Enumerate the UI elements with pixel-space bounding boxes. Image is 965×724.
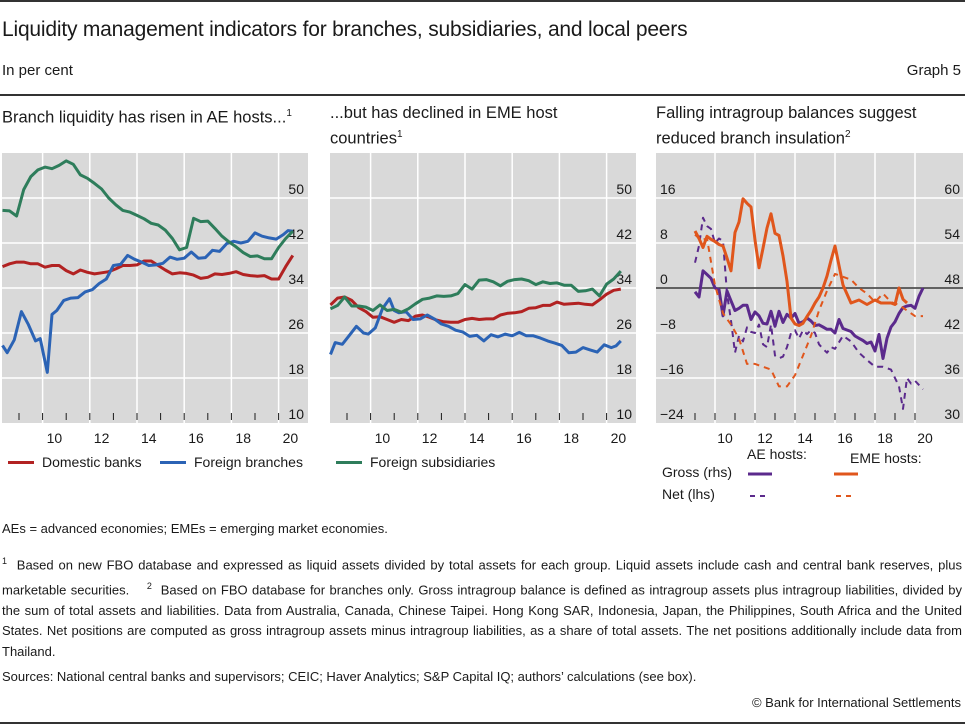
footnote-ref: 1: [396, 129, 403, 140]
x-tick-label: 12: [422, 430, 438, 446]
panel-3-title-text: Falling intragroup balances suggest redu…: [656, 104, 917, 148]
series-line-ae-hosts-gross-rhs: [693, 269, 925, 360]
y-tick-label-left: 0: [660, 271, 668, 287]
y-tick-label-left: −16: [660, 361, 684, 377]
y-tick-label-right: 10: [288, 406, 304, 422]
x-tick-label: 16: [837, 430, 853, 446]
panel-1-title-text: Branch liquidity has risen in AE hosts..…: [2, 108, 287, 127]
y-tick-label-right: 60: [944, 181, 960, 197]
legend-label-domestic: Domestic banks: [42, 454, 142, 470]
legend-panel-3-swatches: [748, 472, 858, 497]
footnote-marker-1: 1: [2, 556, 8, 566]
x-tick-label: 14: [797, 430, 813, 446]
y-tick-label-right: 48: [944, 271, 960, 287]
legend-gross-label: Gross (rhs): [662, 464, 732, 480]
footnote-1: Based on new FBO database and expressed …: [2, 557, 962, 598]
legend-branches: Foreign branches: [160, 454, 303, 470]
y-tick-label-right: 50: [288, 181, 304, 197]
y-tick-label-left: −24: [660, 406, 684, 422]
footnote-ref: 2: [844, 129, 851, 140]
legend-label-subsidiaries: Foreign subsidiaries: [370, 454, 496, 470]
panel-2-title: ...but has declined in EME host countrie…: [330, 103, 630, 150]
sources-note: Sources: National central banks and supe…: [2, 669, 697, 684]
x-tick-label: 20: [283, 430, 299, 446]
series-line-foreign-subsidiaries: [2, 159, 294, 261]
x-tick-label: 20: [611, 430, 627, 446]
x-tick-label: 16: [516, 430, 532, 446]
y-tick-label-left: −8: [660, 316, 676, 332]
copyright: © Bank for International Settlements: [751, 695, 961, 710]
legend-swatch-domestic: [8, 460, 34, 464]
panel-3: 10 12 14 16 18 20 30 36 42 48 54 60 −24 −16 −8 0 8 16: [656, 153, 963, 446]
panel-2: 10 12 14 16 18 20 10 18 26 34 42 50: [329, 153, 636, 446]
y-tick-label-right: 30: [944, 406, 960, 422]
series-line-eme-hosts-gross-rhs: [693, 197, 909, 327]
x-tick-label: 12: [757, 430, 773, 446]
y-tick-label-right: 54: [944, 226, 960, 242]
x-tick-label: 14: [141, 430, 157, 446]
chart-title: Liquidity management indicators for bran…: [2, 18, 688, 41]
series-line-domestic-banks: [1, 254, 295, 281]
header-rule: [0, 94, 965, 96]
y-tick-label-right: 10: [616, 406, 632, 422]
x-tick-label: 12: [94, 430, 110, 446]
footnote-ref: 1: [286, 108, 292, 119]
legend-domestic: Domestic banks: [8, 454, 142, 470]
footnote-marker-2: 2: [146, 580, 152, 591]
x-tick-label: 20: [917, 430, 933, 446]
legend-subsidiaries: Foreign subsidiaries: [336, 454, 495, 470]
footnote-2: Based on FBO database for branches only.…: [2, 582, 962, 659]
legend-ae-hosts-header: AE hosts:: [747, 446, 807, 462]
y-tick-label-right: 36: [944, 361, 960, 377]
series-line-foreign-branches: [329, 297, 622, 355]
panel-2-title-text: ...but has declined in EME host countrie…: [330, 104, 558, 148]
x-tick-label: 14: [469, 430, 485, 446]
bottom-rule: [0, 722, 965, 724]
footnotes: 1 Based on new FBO database and expresse…: [2, 551, 962, 662]
abbreviations-note: AEs = advanced economies; EMEs = emergin…: [2, 521, 388, 536]
legend-swatch-subsidiaries: [336, 460, 362, 464]
x-tick-label: 10: [375, 430, 391, 446]
series-line-eme-hosts-net-lhs: [694, 233, 923, 388]
y-tick-label-right: 18: [616, 361, 632, 377]
legend-swatch-branches: [160, 460, 186, 464]
series-line-foreign-branches: [1, 229, 293, 374]
series-line-foreign-subsidiaries: [329, 270, 622, 314]
x-tick-label: 18: [235, 430, 251, 446]
legend-eme-hosts-header: EME hosts:: [850, 450, 922, 466]
legend-label-branches: Foreign branches: [194, 454, 303, 470]
panel-1-title: Branch liquidity has risen in AE hosts..…: [2, 103, 302, 129]
y-tick-label-right: 42: [616, 226, 632, 242]
graph-number: Graph 5: [906, 62, 961, 79]
x-tick-label: 10: [717, 430, 733, 446]
top-rule: [0, 0, 965, 2]
y-tick-label-left: 8: [660, 226, 668, 242]
y-tick-label-right: 34: [616, 271, 632, 287]
y-tick-label-right: 34: [288, 271, 304, 287]
x-tick-label: 18: [563, 430, 579, 446]
x-tick-label: 18: [877, 430, 893, 446]
x-tick-label: 16: [188, 430, 204, 446]
charts-canvas: 10 12 14 16 18 20 10 18 26 34 42 50 10 12 14 16 18 20 10 18…: [1, 153, 963, 446]
y-tick-label-right: 26: [616, 316, 632, 332]
y-tick-label-left: 16: [660, 181, 676, 197]
y-tick-label-right: 42: [944, 316, 960, 332]
y-tick-label-right: 50: [616, 181, 632, 197]
units-label: In per cent: [2, 62, 73, 79]
y-tick-label-right: 18: [288, 361, 304, 377]
x-tick-label: 10: [47, 430, 63, 446]
y-tick-label-right: 26: [288, 316, 304, 332]
legend-net-label: Net (lhs): [662, 486, 715, 502]
panel-3-title: Falling intragroup balances suggest redu…: [656, 103, 956, 150]
